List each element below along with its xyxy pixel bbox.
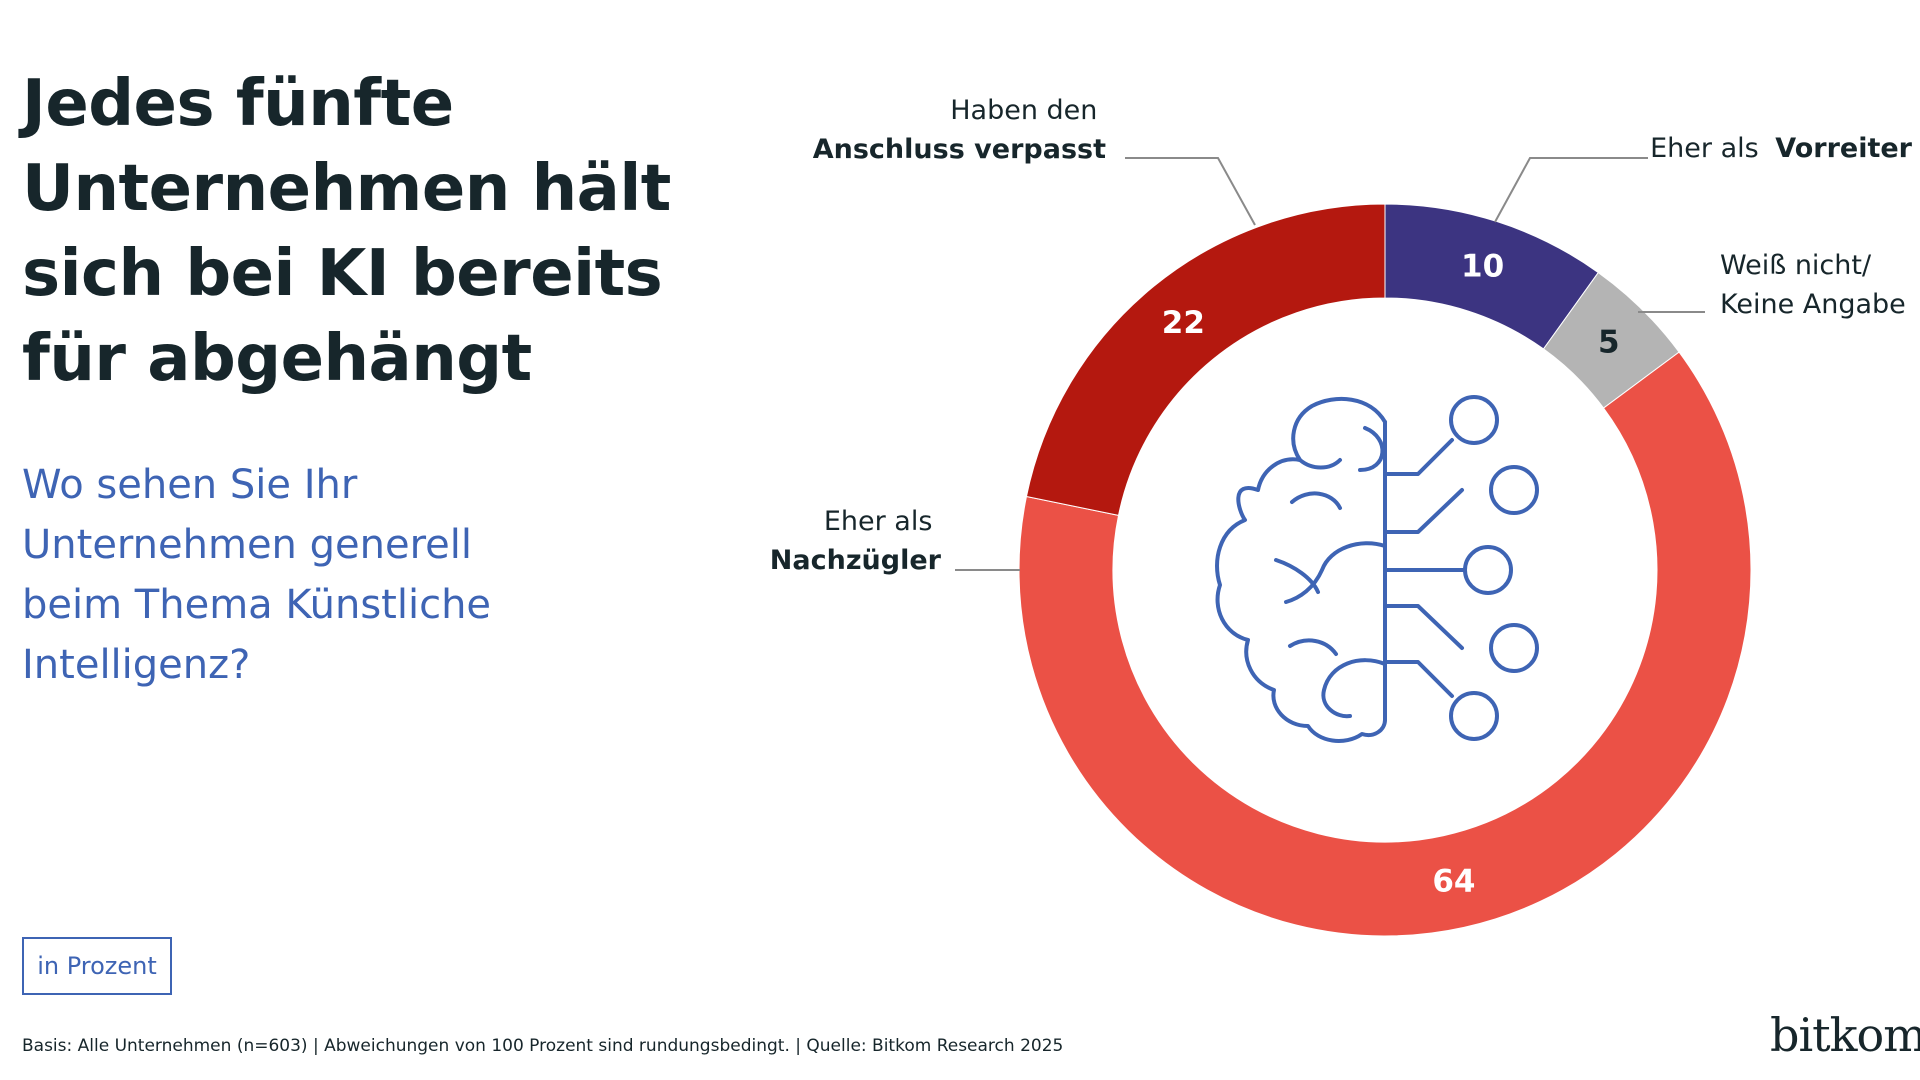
label-vorreiter-normal: Eher als bbox=[1650, 133, 1759, 164]
label-verpasst-line2: Anschluss verpasst bbox=[813, 134, 1106, 165]
label-verpasst: Haben den Anschluss verpasst bbox=[813, 95, 1106, 165]
leader-line-vorreiter bbox=[1494, 157, 1648, 223]
label-weiss-nicht-line2: Keine Angabe bbox=[1720, 289, 1906, 320]
slice-value-vorreiter: 10 bbox=[1461, 248, 1504, 284]
bitkom-logo: bitkom bbox=[1770, 1008, 1920, 1062]
slice-values: 10 5 64 22 bbox=[1162, 248, 1620, 899]
label-nachzuegler-line1: Eher als bbox=[824, 506, 933, 537]
slice-nachzuegler bbox=[1018, 351, 1752, 937]
slice-value-weiss-nicht: 5 bbox=[1598, 325, 1620, 361]
slice-value-nachzuegler: 64 bbox=[1432, 863, 1475, 899]
label-verpasst-line1: Haben den bbox=[950, 95, 1097, 126]
slice-verpasst bbox=[1025, 203, 1386, 516]
donut-slices bbox=[1018, 203, 1752, 937]
page-title: Jedes fünfte Unternehmen hält sich bei K… bbox=[22, 67, 671, 396]
label-nachzuegler: Eher als Nachzügler bbox=[770, 506, 942, 576]
label-vorreiter-bold: Vorreiter bbox=[1775, 133, 1912, 164]
unit-label: in Prozent bbox=[22, 937, 172, 995]
brain-circuit-icon bbox=[1215, 395, 1539, 743]
leader-line-verpasst bbox=[1125, 157, 1256, 226]
label-weiss-nicht: Weiß nicht/ Keine Angabe bbox=[1720, 250, 1906, 320]
slice-value-verpasst: 22 bbox=[1162, 305, 1205, 341]
survey-question: Wo sehen Sie Ihr Unternehmen generell be… bbox=[22, 462, 492, 688]
label-vorreiter: Eher als Vorreiter bbox=[1650, 133, 1913, 164]
source-footnote: Basis: Alle Unternehmen (n=603) | Abweic… bbox=[22, 1036, 1064, 1056]
label-nachzuegler-line2: Nachzügler bbox=[770, 545, 942, 576]
label-weiss-nicht-line1: Weiß nicht/ bbox=[1720, 250, 1872, 281]
